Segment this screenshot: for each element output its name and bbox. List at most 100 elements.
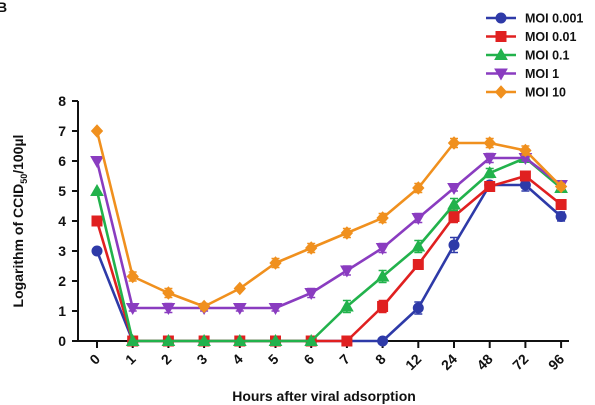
series-layer <box>90 124 568 347</box>
series-moi-0-001 <box>91 178 567 347</box>
data-point <box>375 243 390 256</box>
data-point <box>305 241 318 255</box>
data-point <box>448 239 460 251</box>
legend-marker <box>495 31 507 42</box>
x-tick-label: 8 <box>372 351 389 368</box>
series-moi-0-1 <box>90 150 568 346</box>
data-point <box>340 226 354 240</box>
x-tick-label: 3 <box>193 351 210 368</box>
legend-marker <box>495 12 507 24</box>
data-point <box>90 156 104 169</box>
data-point <box>375 269 390 282</box>
data-point <box>447 183 461 196</box>
y-axis-label: Logarithm of CCID50/100µl <box>10 135 29 308</box>
x-tick-label: 2 <box>158 351 175 368</box>
x-axis-label: Hours after viral adsorption <box>232 388 416 404</box>
data-point <box>269 256 282 270</box>
legend-marker <box>494 47 508 60</box>
data-point <box>197 299 211 314</box>
data-point <box>448 211 460 222</box>
y-tick-label: 3 <box>58 243 66 259</box>
x-tick-label: 24 <box>438 351 460 373</box>
legend-marker <box>494 85 508 99</box>
data-point <box>554 179 568 194</box>
x-tick-label: 6 <box>300 351 317 368</box>
x-tick-label: 5 <box>265 351 282 368</box>
y-tick-label: 2 <box>58 273 66 289</box>
data-point <box>197 333 211 346</box>
data-point <box>126 269 139 284</box>
y-tick-label: 1 <box>58 303 66 319</box>
y-tick-label: 0 <box>58 333 66 349</box>
data-point <box>447 136 461 150</box>
data-point <box>519 170 531 182</box>
legend-marker <box>494 68 508 81</box>
data-point <box>90 124 104 138</box>
data-point <box>304 288 319 301</box>
data-point <box>340 299 354 312</box>
data-point <box>519 143 532 158</box>
x-ticks: 0 1 2 3 4 5 6 7 8 12 24 48 72 96 <box>86 341 567 373</box>
data-point <box>412 259 424 270</box>
series-moi-1 <box>90 152 568 316</box>
data-point <box>555 211 567 222</box>
y-tick-label: 6 <box>58 153 66 169</box>
data-point <box>341 335 353 347</box>
y-axis-label-main: Logarithm of CCID <box>10 184 26 308</box>
series-line <box>95 183 562 343</box>
y-tick-label: 8 <box>58 93 66 109</box>
data-point <box>125 333 140 346</box>
data-point <box>232 333 247 346</box>
legend: MOI 0.001 MOI 0.01 MOI 0.1 MOI 1 MOI 10 <box>486 12 583 100</box>
data-point <box>340 265 354 278</box>
legend-item: MOI 0.1 <box>486 47 570 63</box>
axes <box>77 101 569 342</box>
y-ticks: 0 1 2 3 4 5 6 7 8 <box>58 93 78 349</box>
x-tick-label: 48 <box>473 351 495 373</box>
legend-label: MOI 0.001 <box>525 12 583 26</box>
series-moi-10 <box>90 124 568 314</box>
series-line <box>95 174 562 343</box>
legend-item: MOI 0.001 <box>486 12 583 26</box>
series-line <box>95 156 562 310</box>
legend-item: MOI 10 <box>486 85 566 100</box>
data-point <box>482 165 497 178</box>
data-point <box>162 286 175 300</box>
data-point <box>447 197 461 210</box>
y-tick-label: 7 <box>58 123 66 139</box>
y-tick-label: 4 <box>58 213 66 229</box>
data-point <box>125 303 140 316</box>
x-tick-label: 72 <box>509 351 531 373</box>
data-point <box>484 181 496 192</box>
x-tick-label: 96 <box>545 351 567 373</box>
data-point <box>268 333 283 346</box>
legend-label: MOI 10 <box>525 86 566 100</box>
data-point <box>412 181 425 195</box>
data-point <box>411 213 426 226</box>
x-tick-label: 4 <box>229 351 246 368</box>
x-tick-label: 12 <box>402 351 424 373</box>
x-tick-label: 1 <box>122 351 139 368</box>
legend-item: MOI 0.01 <box>486 30 576 44</box>
data-point <box>376 211 389 225</box>
data-point <box>555 199 567 210</box>
legend-item: MOI 1 <box>486 67 559 81</box>
legend-label: MOI 0.01 <box>525 30 576 44</box>
y-axis-label-subscript: 50 <box>19 174 29 184</box>
panel-corner-label: B <box>0 0 7 15</box>
data-point <box>91 245 103 257</box>
data-point <box>377 335 389 347</box>
y-tick-label: 5 <box>58 183 66 199</box>
data-point <box>232 303 247 316</box>
data-point <box>161 333 176 346</box>
data-point <box>268 303 283 316</box>
data-point <box>411 239 426 252</box>
data-point <box>233 281 246 296</box>
x-tick-label: 0 <box>86 351 103 368</box>
data-point <box>161 303 176 316</box>
data-point <box>91 215 103 227</box>
legend-label: MOI 0.1 <box>525 49 570 63</box>
data-point <box>412 302 424 314</box>
data-point <box>377 301 389 312</box>
x-tick-label: 7 <box>336 351 353 368</box>
